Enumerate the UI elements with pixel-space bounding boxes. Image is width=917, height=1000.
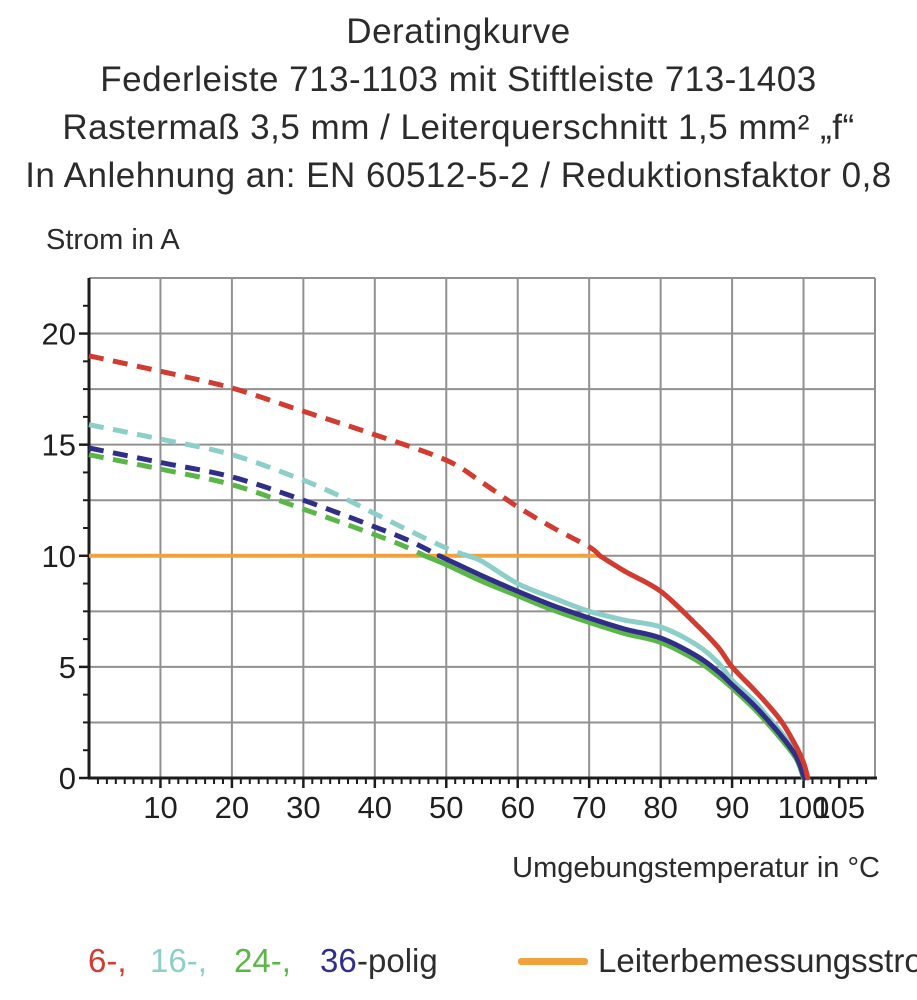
chart-subtitle-spec: Rastermaß 3,5 mm / Leiterquerschnitt 1,5… [62,108,855,147]
y-axis-title: Strom in A [46,224,180,256]
chart-title: Deratingkurve [346,12,571,51]
x-tick-label-50: 50 [429,790,463,825]
x-tick-label-60: 60 [500,790,534,825]
legend-item-16polig: 16-, [150,942,207,979]
y-tick-label-0: 0 [59,761,76,796]
x-axis-title: Umgebungstemperatur in °C [512,852,880,884]
y-tick-label-5: 5 [59,650,76,685]
y-tick-label-15: 15 [42,428,76,463]
x-tick-label-100: 100 [778,790,830,825]
x-tick-label-40: 40 [358,790,392,825]
x-tick-label-105: 105 [813,790,865,825]
curve-6-polig-solid [597,553,811,781]
curve-36-polig-dashed [88,445,441,559]
x-tick-label-90: 90 [715,790,749,825]
curve-16-polig-dashed [88,422,469,559]
legend-item-6polig: 6-, [88,942,127,979]
x-tick-label-10: 10 [143,790,177,825]
chart-subtitle-connector: Federleiste 713-1103 mit Stiftleiste 713… [100,60,817,99]
legend-item-24polig: 24-, [234,942,291,979]
y-tick-label-10: 10 [42,539,76,574]
x-tick-label-70: 70 [572,790,606,825]
x-tick-label-80: 80 [643,790,677,825]
x-tick-label-30: 30 [286,790,320,825]
legend: 6-, 16-, 24-, 36 -polig Leiterbemessungs… [0,942,917,998]
y-tick-label-20: 20 [42,317,76,352]
x-tick-label-20: 20 [215,790,249,825]
curve-36-polig-solid [436,553,807,781]
legend-item-36polig: 36 [320,942,357,979]
chart-header: Deratingkurve Federleiste 713-1103 mit S… [0,8,917,200]
curve-6-polig-dashed [88,353,602,558]
curve-24-polig-dashed [88,452,426,559]
reference-line-swatch [518,958,588,965]
reference-line-label: Leiterbemessungsstrom [598,942,917,979]
chart-subtitle-standard: In Anlehnung an: EN 60512-5-2 / Reduktio… [25,156,892,195]
legend-item-polig-suffix: -polig [357,942,438,979]
